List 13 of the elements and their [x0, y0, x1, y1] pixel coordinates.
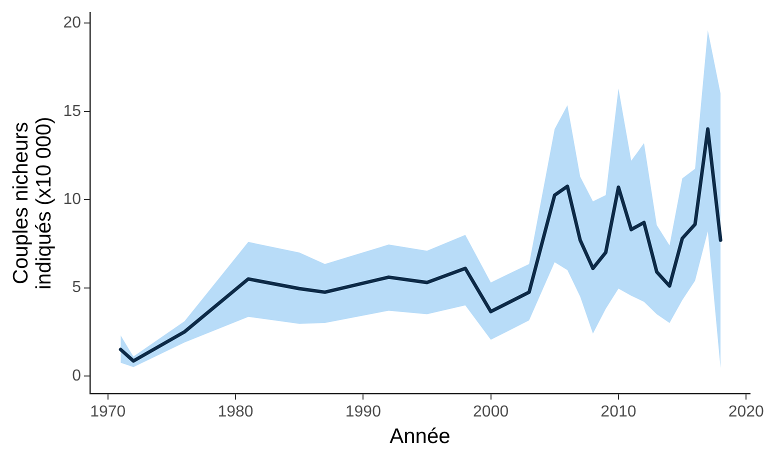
x-axis-title: Année [390, 425, 450, 448]
y-tick-label: 10 [63, 190, 82, 208]
y-axis-title: Couples nicheurs indiqués (x10 000) [9, 116, 56, 290]
y-tick-label: 5 [72, 279, 82, 296]
y-tick-label: 15 [63, 102, 82, 120]
y-tick-label: 20 [63, 14, 82, 32]
x-tick-label: 1990 [345, 404, 382, 421]
x-tick-label: 2010 [600, 404, 636, 421]
x-tick-label: 2000 [473, 404, 509, 421]
y-tick-label: 0 [72, 367, 82, 384]
x-tick-label: 1980 [218, 404, 254, 421]
x-tick-label: 2020 [728, 404, 764, 421]
x-tick-label: 1970 [90, 404, 126, 421]
